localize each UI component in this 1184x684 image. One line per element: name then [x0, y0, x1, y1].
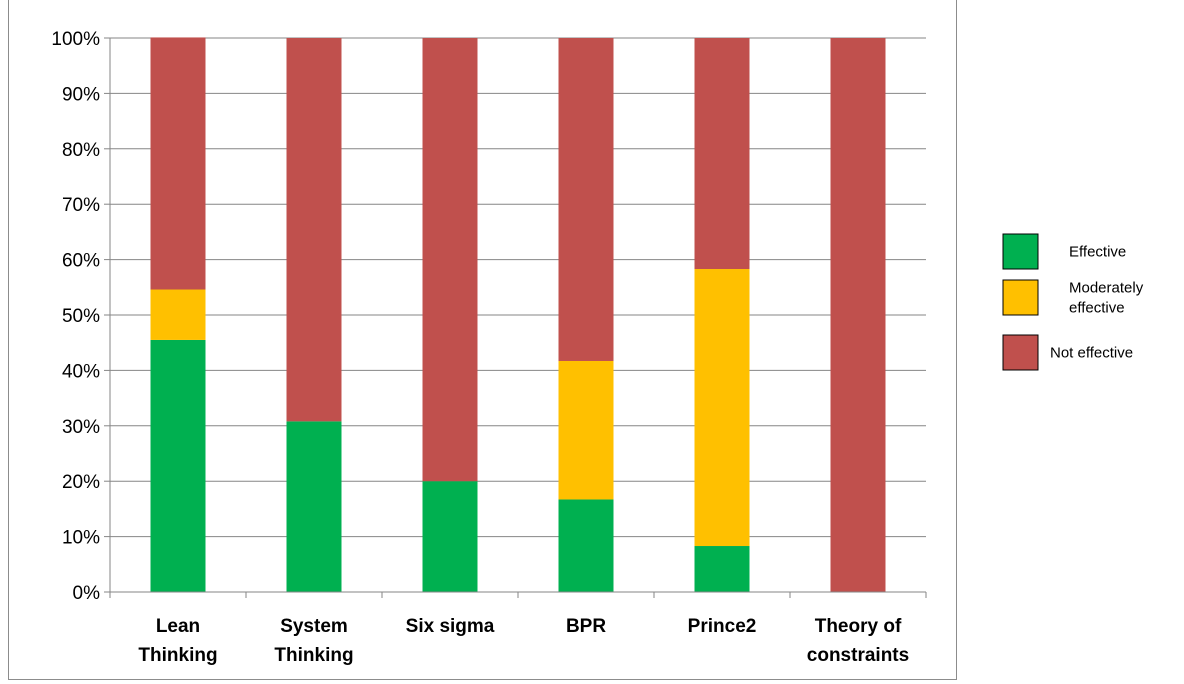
bar-segment [150, 339, 206, 592]
bars [150, 37, 886, 592]
x-category-label: Prince2 [688, 616, 757, 637]
y-tick-label: 50% [62, 306, 100, 327]
legend-swatch [1002, 334, 1039, 371]
y-tick-label: 0% [73, 583, 101, 604]
x-category-label: System [280, 616, 348, 637]
x-category-label: constraints [807, 645, 909, 666]
bar-segment [422, 38, 478, 482]
bar-segment [422, 481, 478, 592]
y-tick-label: 10% [62, 528, 100, 549]
y-tick-label: 40% [62, 361, 100, 382]
x-category-label: Thinking [274, 645, 353, 666]
legend-label: Moderately [1069, 280, 1144, 297]
axes: 0% 10% 20% 30% 40% 50% 60% 70% 80% 90% 100% Lean Thi… [51, 29, 927, 666]
bar-segment [694, 269, 750, 547]
y-tick-label: 20% [62, 472, 100, 493]
legend-label: Effective [1069, 244, 1126, 261]
bar-segment [694, 546, 750, 592]
legend: Effective Moderately effective Not effectiv… [1002, 233, 1144, 371]
bar-segment [558, 38, 614, 361]
x-category-label: Theory of [815, 616, 902, 637]
bar-segment [558, 499, 614, 592]
bar-segment [558, 360, 614, 500]
x-category-label: BPR [566, 616, 606, 637]
y-tick-label: 30% [62, 417, 100, 438]
x-category-label: Lean [156, 616, 200, 637]
bar-segment [286, 421, 342, 592]
gridlines [110, 37, 926, 538]
y-tick-label: 90% [62, 84, 100, 105]
y-tick-label: 60% [62, 251, 100, 272]
y-tick-label: 100% [51, 29, 100, 50]
bar-segment [694, 38, 750, 270]
legend-swatch [1002, 279, 1039, 316]
chart-frame [8, 0, 957, 680]
x-category-label: Six sigma [406, 616, 495, 637]
bar-segment [830, 38, 886, 592]
x-category-label: Thinking [138, 645, 217, 666]
legend-swatch [1002, 233, 1039, 270]
y-tick-label: 80% [62, 140, 100, 161]
bar-segment [150, 289, 206, 340]
y-tick-label: 70% [62, 195, 100, 216]
bar-segment [150, 37, 206, 290]
legend-label: Not effective [1050, 345, 1133, 362]
legend-label: effective [1069, 300, 1125, 317]
bar-segment [286, 38, 342, 422]
